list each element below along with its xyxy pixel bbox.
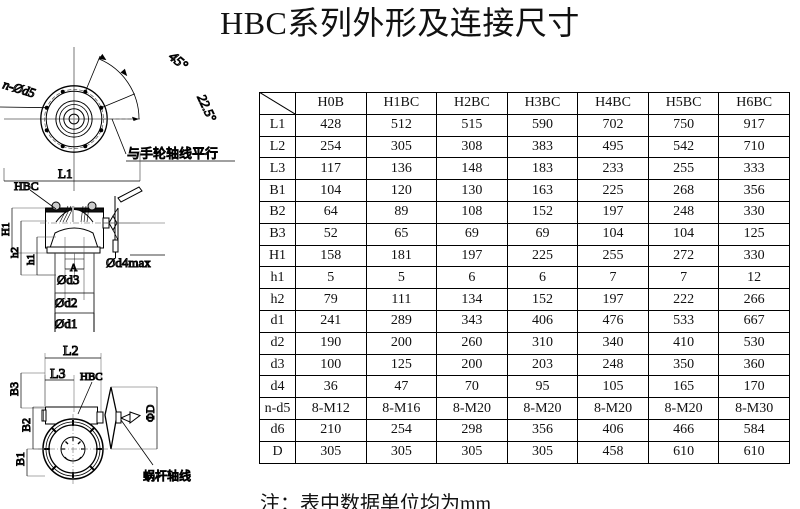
svg-text:L3: L3: [50, 367, 66, 382]
svg-text:22.5°: 22.5°: [194, 92, 219, 124]
svg-text:Ød4max: Ød4max: [106, 255, 151, 270]
svg-text:H1: H1: [0, 223, 12, 236]
svg-text:B1: B1: [13, 452, 27, 466]
svg-text:Ød1: Ød1: [55, 316, 77, 331]
svg-text:B3: B3: [7, 382, 21, 396]
svg-text:HBC: HBC: [14, 179, 39, 193]
svg-text:ΦD: ΦD: [143, 404, 157, 422]
svg-text:B2: B2: [19, 418, 33, 432]
svg-text:蜗杆轴线: 蜗杆轴线: [143, 468, 191, 483]
svg-text:HBC: HBC: [80, 371, 103, 383]
svg-text:n-Ød5: n-Ød5: [1, 77, 38, 101]
svg-text:h2: h2: [9, 247, 21, 258]
svg-text:与手轮轴线平行: 与手轮轴线平行: [127, 146, 218, 161]
svg-text:L1: L1: [58, 166, 72, 181]
svg-text:45°: 45°: [165, 50, 190, 74]
svg-text:h1: h1: [25, 254, 37, 265]
svg-text:Ød3: Ød3: [57, 272, 79, 287]
svg-text:L2: L2: [63, 344, 79, 359]
svg-text:Ød2: Ød2: [55, 295, 77, 310]
